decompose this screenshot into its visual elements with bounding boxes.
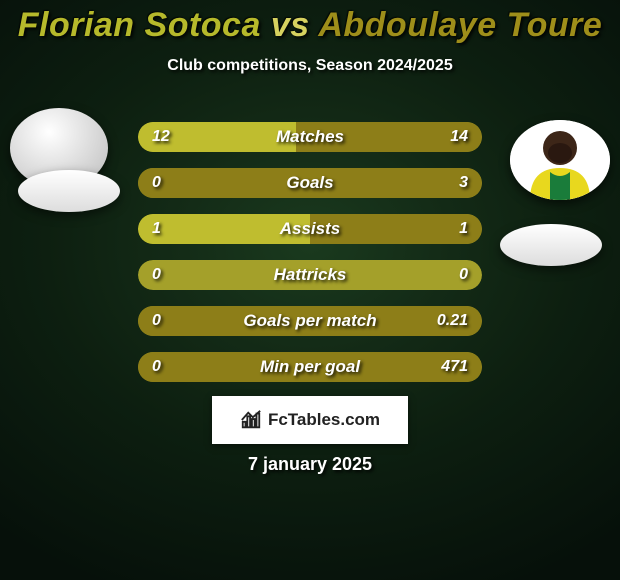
comparison-card: Florian Sotoca vs Abdoulaye Toure Club c… xyxy=(0,0,620,580)
watermark: FcTables.com xyxy=(212,396,408,444)
watermark-text: FcTables.com xyxy=(268,410,380,430)
stat-label: Min per goal xyxy=(138,352,482,382)
chart-icon xyxy=(240,409,262,431)
stat-label: Goals xyxy=(138,168,482,198)
stat-label: Goals per match xyxy=(138,306,482,336)
stat-row: 1214Matches xyxy=(138,122,482,152)
page-title: Florian Sotoca vs Abdoulaye Toure xyxy=(0,0,620,45)
stat-row: 11Assists xyxy=(138,214,482,244)
player1-club-badge xyxy=(18,170,120,212)
stat-label: Assists xyxy=(138,214,482,244)
stat-row: 03Goals xyxy=(138,168,482,198)
player1-name: Florian Sotoca xyxy=(18,6,261,44)
stat-row: 0471Min per goal xyxy=(138,352,482,382)
stat-label: Matches xyxy=(138,122,482,152)
player2-name: Abdoulaye Toure xyxy=(318,6,602,44)
vs-separator: vs xyxy=(261,6,318,44)
stat-label: Hattricks xyxy=(138,260,482,290)
player2-avatar xyxy=(510,120,610,200)
player2-club-badge xyxy=(500,224,602,266)
subtitle: Club competitions, Season 2024/2025 xyxy=(0,57,620,75)
stats-table: 1214Matches 03Goals 11Assists 00Hattricks 00… xyxy=(138,122,482,398)
stat-row: 00.21Goals per match xyxy=(138,306,482,336)
date-label: 7 january 2025 xyxy=(0,454,620,475)
stat-row: 00Hattricks xyxy=(138,260,482,290)
